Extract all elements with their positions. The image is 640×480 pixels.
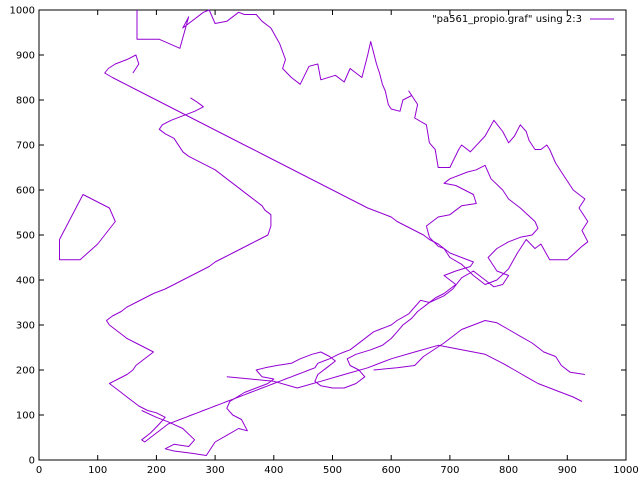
x-tick-label: 300 <box>206 465 225 476</box>
series-line-4 <box>226 344 583 402</box>
y-tick-label: 200 <box>16 366 35 377</box>
x-tick-label: 900 <box>558 465 577 476</box>
legend-label: "pa561_propio.graf" using 2:3 <box>432 14 582 25</box>
y-tick-label: 700 <box>16 141 35 152</box>
x-tick-label: 400 <box>264 465 283 476</box>
x-tick-label: 200 <box>147 465 166 476</box>
y-tick-label: 0 <box>29 456 35 467</box>
y-tick-label: 500 <box>16 231 35 242</box>
series-line-0 <box>59 194 116 261</box>
y-tick-label: 600 <box>16 186 35 197</box>
x-tick-label: 800 <box>499 465 518 476</box>
x-tick-label: 700 <box>440 465 459 476</box>
x-tick-label: 100 <box>88 465 107 476</box>
x-tick-label: 0 <box>36 465 42 476</box>
series-line-3 <box>373 320 585 375</box>
plot-frame <box>38 9 627 461</box>
axis-ticks: 0 100 200 300 400 500 600 700 800 900 1000 0 100 200 3… <box>10 6 639 477</box>
y-tick-label: 800 <box>16 96 35 107</box>
y-tick-label: 900 <box>16 51 35 62</box>
y-tick-label: 300 <box>16 321 35 332</box>
series-line-1 <box>106 9 589 443</box>
y-tick-label: 400 <box>16 276 35 287</box>
legend: "pa561_propio.graf" using 2:3 <box>432 14 614 25</box>
series-line-2 <box>104 54 474 456</box>
x-tick-label: 600 <box>382 465 401 476</box>
y-tick-label: 1000 <box>10 6 35 17</box>
x-tick-label: 1000 <box>613 465 638 476</box>
x-tick-label: 500 <box>323 465 342 476</box>
y-tick-label: 100 <box>16 411 35 422</box>
series-lines <box>59 9 589 456</box>
